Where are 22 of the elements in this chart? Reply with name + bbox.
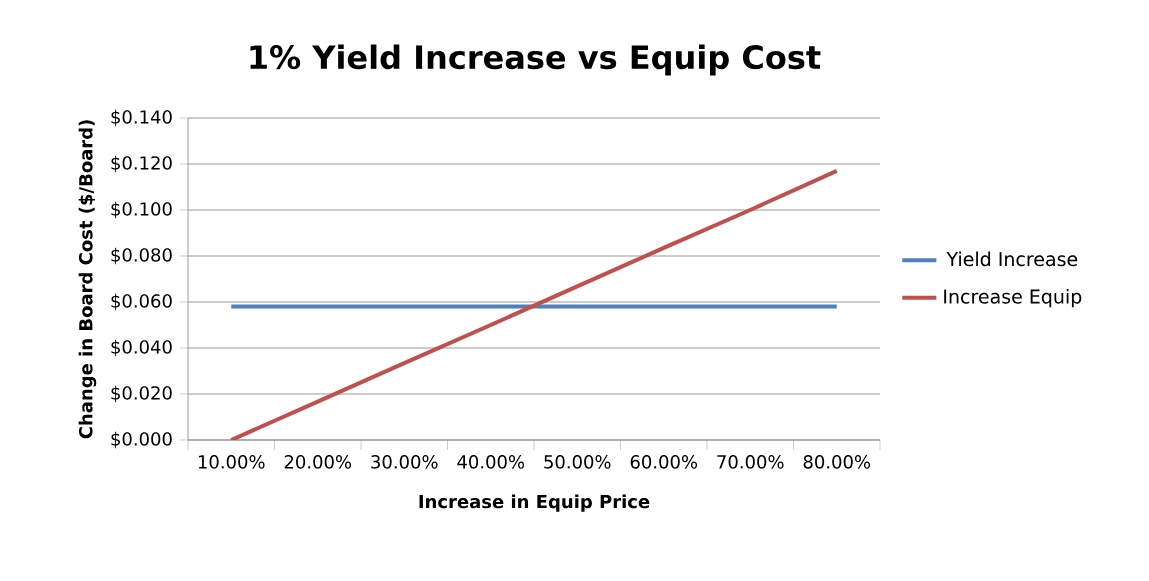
- x-tick-label: 50.00%: [544, 455, 611, 469]
- legend-label: Yield Increase: [946, 251, 1078, 267]
- x-tick-label: 10.00%: [198, 455, 265, 469]
- line-series: [229, 168, 839, 440]
- x-tick-label: 60.00%: [630, 455, 698, 469]
- x-tick-label: 80.00%: [803, 455, 871, 469]
- y-tick-label: $0.060: [111, 293, 172, 311]
- y-tick-label: $0.000: [111, 431, 172, 449]
- y-tick-label: $0.080: [111, 247, 172, 265]
- x-tick-label: 20.00%: [284, 455, 352, 469]
- x-tick-label: 30.00%: [371, 455, 438, 469]
- y-tick-label: $0.040: [111, 339, 172, 357]
- y-tick-label: $0.140: [111, 109, 172, 127]
- chart-title: 1% Yield Increase vs Equip Cost: [250, 44, 821, 76]
- x-tick-label: 70.00%: [717, 455, 784, 469]
- y-tick-label: $0.120: [111, 155, 172, 173]
- x-tick-label: 40.00%: [457, 455, 525, 469]
- y-tick-label: $0.100: [111, 201, 172, 219]
- x-axis-title: Increase in Equip Price: [419, 494, 650, 512]
- legend-label: Increase Equip: [944, 288, 1082, 308]
- y-tick-label: $0.020: [111, 385, 172, 403]
- y-axis-title: Change in Board Cost ($/Board): [78, 120, 97, 439]
